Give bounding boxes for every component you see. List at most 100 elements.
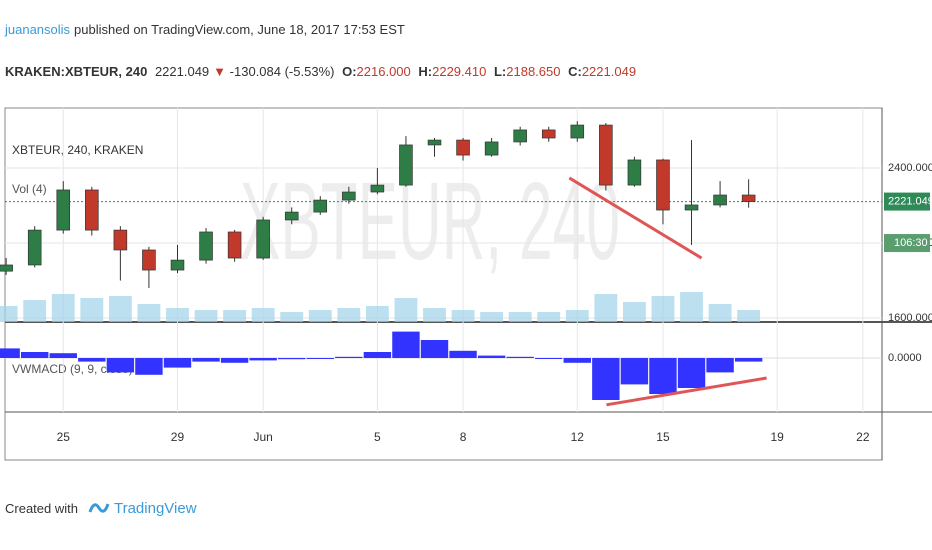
indicator-bar [706, 358, 734, 373]
key: O: [342, 64, 357, 79]
indicator-bar [20, 352, 49, 358]
indicator-bar [535, 358, 563, 359]
volume-bar [80, 298, 104, 322]
brand[interactable]: TradingView [113, 499, 197, 517]
volume-bar [737, 310, 761, 322]
author[interactable]: juanansolis [5, 22, 71, 37]
volume-bar [565, 310, 589, 322]
volume-bar [0, 306, 18, 322]
key: L: [493, 64, 507, 79]
indicator-bar [649, 358, 677, 394]
indicator-bar [420, 340, 449, 358]
indicator-bar [49, 353, 77, 358]
indicator-bar [78, 358, 106, 362]
volume-bar [23, 300, 47, 322]
volume-bar [423, 308, 446, 322]
candle-body [85, 189, 99, 231]
volume-bar [108, 296, 132, 322]
candle-body [256, 219, 270, 259]
chart: XBTEUR, 240 XBTEUR, 240, KRAKEN Vol (4) … [0, 107, 932, 461]
volume-bar [308, 310, 332, 322]
change: -130.084 (-5.53%) [229, 64, 335, 79]
indicator-bar [734, 358, 763, 362]
indicator-bar [392, 331, 420, 358]
countdown-box [884, 234, 930, 253]
trendline [568, 176, 703, 260]
volume-bar [51, 294, 75, 322]
x-tick-label: 22 [856, 430, 870, 444]
candle-body [313, 199, 328, 213]
low: 2188.650 [506, 64, 561, 79]
price-label-box [884, 192, 930, 211]
x-tick-label: Jun [253, 430, 272, 444]
watermark: XBTEUR, 240 [240, 160, 620, 283]
volume-bar [680, 292, 703, 322]
volume-bar [365, 306, 389, 322]
volume-bar [251, 308, 275, 322]
candle-body [741, 194, 756, 202]
volume-bar [708, 304, 732, 322]
y-tick-label: 2400.000 [888, 162, 932, 174]
indicator-bar [477, 355, 506, 358]
candle-body [656, 159, 670, 211]
volume-bar [137, 304, 161, 322]
volume-bar [651, 296, 675, 322]
volume-bar [508, 312, 532, 322]
key: C: [568, 64, 582, 79]
candle-body [284, 211, 299, 221]
volume-bar [451, 310, 475, 322]
candle-body [227, 231, 242, 259]
footer: Created with TradingView [5, 498, 197, 518]
candle-body [399, 144, 413, 186]
x-tick-label: 12 [571, 430, 585, 444]
candle-body [570, 124, 585, 139]
legend-indicator: VWMACD (9, 9, close) [12, 362, 133, 376]
volume-bar [537, 312, 561, 322]
indicator-bar [506, 356, 534, 358]
y-tick-label: 0.0000 [888, 352, 922, 364]
candle-body [113, 229, 128, 251]
price: 2221.049 [154, 64, 210, 79]
symbol: KRAKEN:XBTEUR, 240 [5, 64, 148, 79]
created-with: Created with [5, 500, 78, 516]
x-tick-label: 19 [771, 430, 785, 444]
indicator-bar [592, 358, 620, 400]
candle-body [456, 139, 470, 156]
indicator-bar [620, 358, 649, 385]
close: 2221.049 [581, 64, 637, 79]
x-tick-label: 5 [374, 430, 381, 444]
indicator-bar [563, 358, 591, 363]
indicator-bar [249, 358, 277, 361]
logo [88, 503, 110, 513]
candle-body [713, 194, 727, 206]
indicator-bar [163, 358, 192, 368]
trendline [606, 376, 767, 407]
indicator-bar [363, 352, 392, 358]
countdown: 106:30 [894, 237, 928, 249]
candle-body [142, 249, 156, 271]
legend-main: XBTEUR, 240, KRAKEN [12, 143, 143, 157]
open: 2216.000 [356, 64, 411, 79]
candle-body [56, 189, 71, 231]
candle-body [342, 191, 356, 201]
candle-body [513, 129, 527, 143]
candle-body [370, 184, 385, 193]
indicator-bar [335, 356, 363, 358]
y-tick-label: 1600.000 [888, 312, 932, 324]
high: 2229.410 [432, 64, 487, 79]
candle-body [27, 229, 42, 266]
candle-body [170, 259, 185, 271]
volume-bar [480, 312, 504, 322]
arrow: ▼ [213, 64, 227, 79]
candle-body [627, 159, 642, 186]
price-label: 2221.049 [888, 195, 932, 207]
candle-body [0, 264, 13, 272]
indicator-bar [220, 358, 249, 363]
key: H: [418, 64, 433, 79]
x-tick-label: 25 [57, 430, 71, 444]
volume-bar [194, 310, 218, 322]
candle-body [599, 124, 613, 186]
indicator-bar [278, 358, 306, 360]
candle-body [199, 231, 213, 261]
